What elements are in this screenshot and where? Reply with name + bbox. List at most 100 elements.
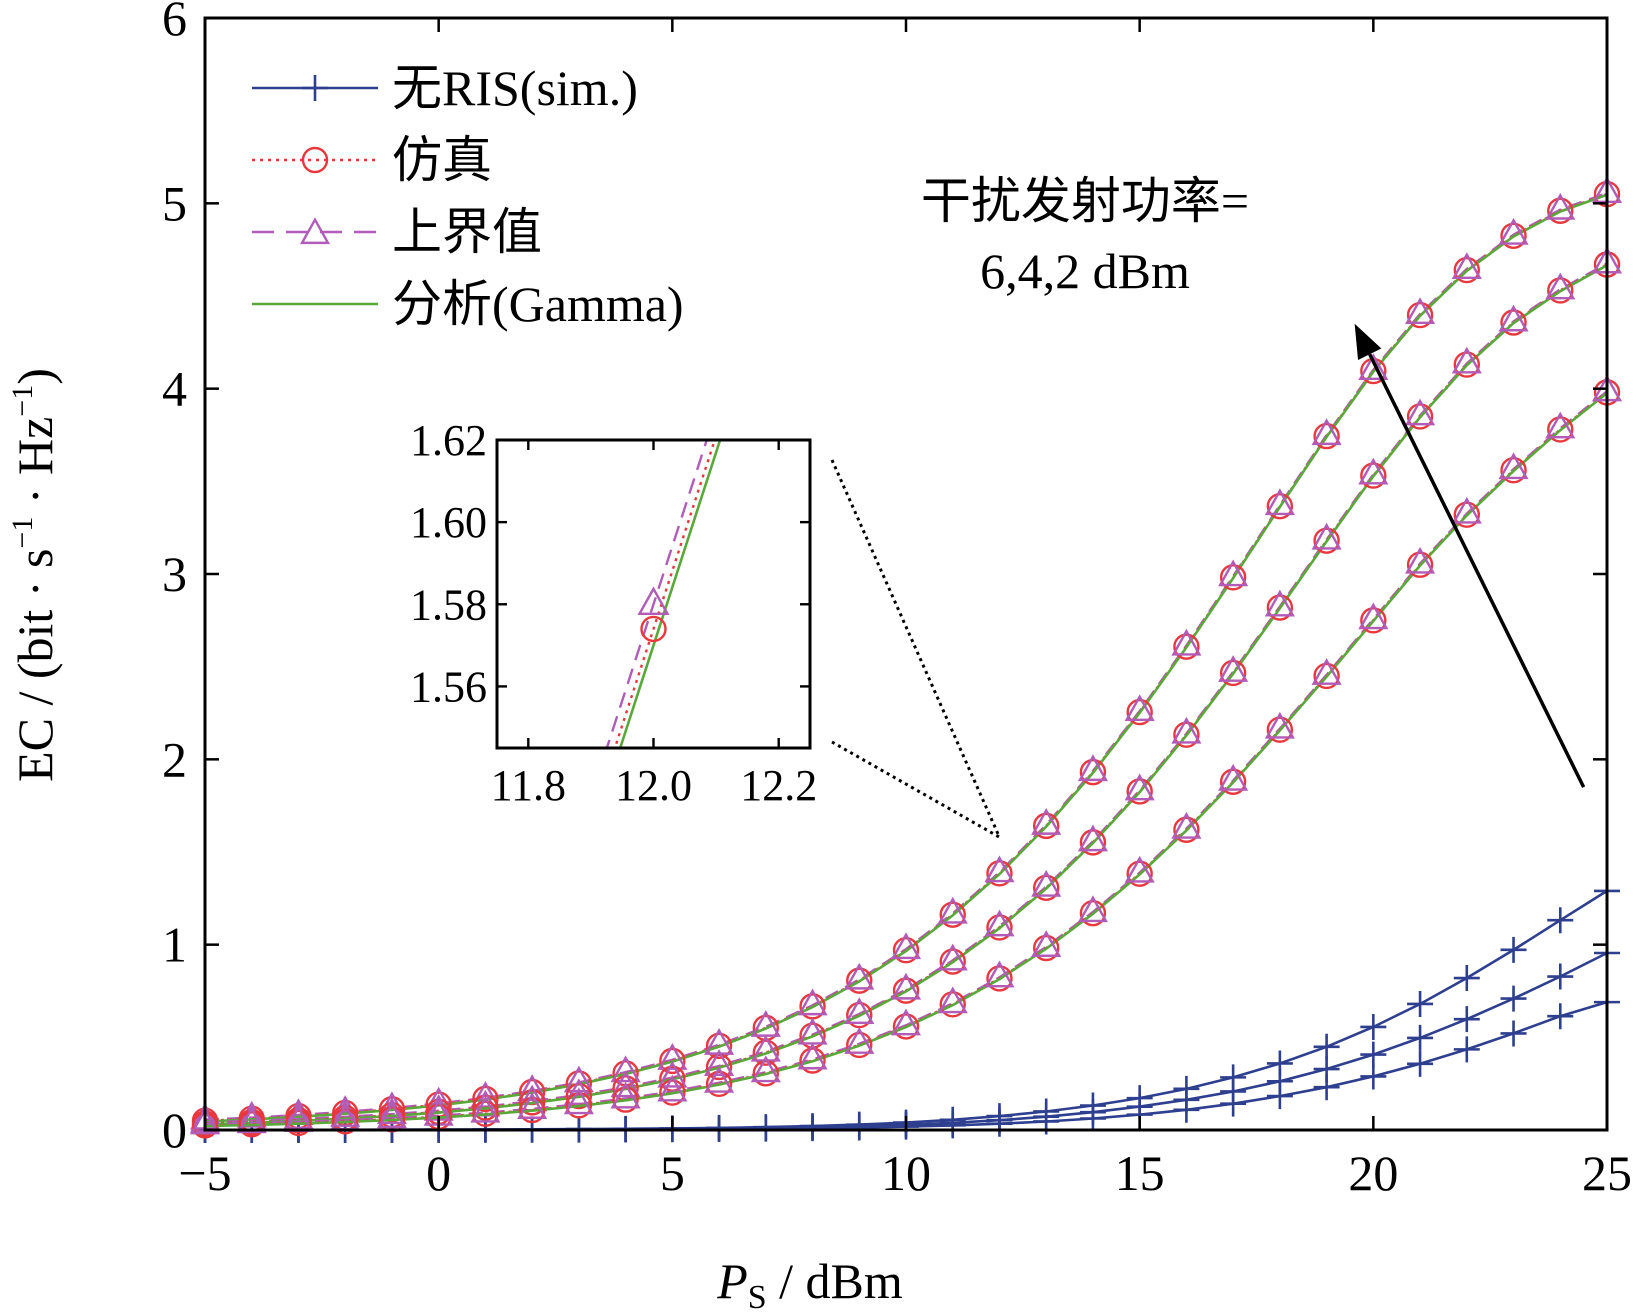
no-ris-point <box>1407 1050 1434 1077</box>
inset-zoom-plot: 11.8 12.0 12.2 1.56 1.58 1.60 1.62 <box>410 416 817 810</box>
simulation-point <box>332 1108 359 1135</box>
simulation-point <box>518 1089 546 1116</box>
no-ris-point <box>1500 936 1527 963</box>
upper-bound-point <box>1405 297 1436 325</box>
simulation-point <box>1500 222 1527 249</box>
annotation-line-1: 干扰发射功率= <box>921 173 1249 229</box>
simulation-point <box>892 977 920 1004</box>
y-axis-title: EC / (bit · s−1 · Hz−1) <box>6 368 63 782</box>
simulation-point <box>1360 462 1387 489</box>
upper-bound-point <box>376 1097 407 1125</box>
upper-bound-point <box>797 988 828 1016</box>
upper-bound-point <box>937 896 968 924</box>
simulation-point <box>1547 416 1574 443</box>
inset-curves <box>605 440 722 748</box>
upper-bound-point <box>470 1095 501 1123</box>
no-ris-point <box>1407 1024 1434 1051</box>
x-axis-title-main: P <box>716 1253 748 1309</box>
no-ris-point <box>939 1112 966 1139</box>
upper-bound-point <box>1311 418 1342 446</box>
simulation-point <box>752 1060 779 1087</box>
y-tick-label: 0 <box>162 1102 187 1158</box>
simulation-point <box>1173 721 1200 748</box>
x-tick-label: 25 <box>1582 1145 1632 1201</box>
upper-bound-point <box>844 997 875 1025</box>
simulation-point <box>939 991 966 1018</box>
upper-bound-point <box>563 1087 594 1115</box>
inset-simulation-line <box>613 440 717 748</box>
simulation-point <box>472 1094 499 1121</box>
simulation-point <box>1313 662 1340 690</box>
upper-bound-point <box>1358 457 1389 485</box>
simulation-point <box>1406 403 1434 430</box>
x-axis-title-sub: S <box>748 1279 767 1313</box>
upper-bound-point <box>1545 411 1576 439</box>
simulation-point <box>1032 874 1060 901</box>
simulation-point <box>1173 816 1200 843</box>
simulation-point <box>1406 301 1434 329</box>
y-axis-title-sup1: −1 <box>6 517 39 549</box>
upper-bound-point <box>1498 452 1529 480</box>
simulation-point <box>1313 527 1340 554</box>
upper-bound-point <box>1498 304 1529 332</box>
upper-bound-point <box>1077 824 1108 852</box>
simulation-point <box>1032 934 1060 962</box>
upper-bound-point <box>610 1055 641 1083</box>
no-ris-point <box>1220 1090 1247 1117</box>
legend-entry-4: 分析(Gamma) <box>252 276 684 332</box>
y-axis-title-a: EC / (bit · s <box>7 549 63 782</box>
upper-bound-point <box>657 1074 688 1102</box>
inset-y-tick-label: 1.60 <box>410 498 487 547</box>
x-axis-title-unit: / dBm <box>767 1253 903 1309</box>
upper-bound-point <box>1358 602 1389 630</box>
legend-plus-marker <box>302 75 328 101</box>
no-ris-point <box>1453 965 1480 992</box>
upper-bound-point <box>330 1100 361 1127</box>
simulation-point <box>659 1079 686 1106</box>
inset-upper-bound-line <box>605 440 709 748</box>
simulation-point <box>986 914 1013 941</box>
simulation-point <box>939 948 966 975</box>
legend-triangle-marker <box>299 217 331 245</box>
upper-bound-point <box>844 1027 875 1054</box>
ris-series-2 <box>189 246 1623 1137</box>
no-ris-point <box>1313 1033 1340 1060</box>
x-axis-title: PS / dBm <box>716 1253 903 1313</box>
legend-circle-marker <box>301 146 329 174</box>
upper-bound-point <box>984 960 1015 988</box>
no-ris-point <box>1360 1063 1387 1090</box>
upper-bound-point <box>189 1107 221 1135</box>
y-tick-label: 5 <box>162 175 187 231</box>
inset-x-tick-label: 12.0 <box>615 761 692 810</box>
simulation-point <box>705 1070 733 1098</box>
zoom-connector-lines <box>830 459 1001 839</box>
no-ris-point <box>1266 1083 1293 1110</box>
x-tick-label: 0 <box>426 1145 451 1201</box>
no-ris-point <box>1360 1013 1387 1040</box>
upper-bound-point <box>844 962 875 990</box>
inset-y-tick-label: 1.58 <box>410 580 487 629</box>
no-ris-point <box>1173 1096 1200 1123</box>
inset-y-tick-label: 1.56 <box>410 662 487 711</box>
simulation-point <box>846 1031 873 1059</box>
legend-label: 上界值 <box>392 204 542 260</box>
simulation-point <box>565 1082 593 1110</box>
svg-text:PS / dBm: PS / dBm <box>716 1253 903 1313</box>
upper-bound-point <box>1264 488 1295 516</box>
simulation-point <box>1126 860 1153 887</box>
legend-entry-3: 上界值 <box>252 204 542 260</box>
upper-bound-point <box>1171 716 1202 744</box>
x-tick-label: 20 <box>1348 1145 1398 1201</box>
upper-bound-point <box>1031 808 1062 835</box>
inset-gamma-line <box>618 440 722 748</box>
simulation-point <box>1453 351 1481 378</box>
annotation-arrow-shaft <box>1368 353 1586 788</box>
y-tick-label: 1 <box>162 917 187 973</box>
simulation-point <box>285 1109 312 1137</box>
upper-bound-point <box>610 1070 641 1098</box>
inset-upper-bound-point <box>637 586 670 616</box>
y-tick-label: 3 <box>162 546 187 602</box>
upper-bound-point <box>1311 658 1342 685</box>
